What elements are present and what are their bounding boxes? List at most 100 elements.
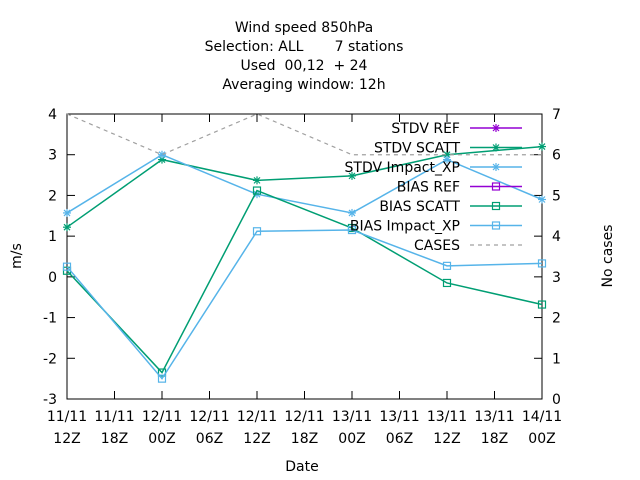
- data-point: [63, 208, 71, 217]
- marker-stroke: [63, 209, 71, 217]
- legend-label: CASES: [414, 238, 460, 254]
- data-point: [63, 223, 71, 232]
- series-line: [66, 113, 542, 156]
- x-tick-label-hour: 12Z: [53, 431, 80, 447]
- y2-tick-label: 5: [552, 188, 561, 204]
- series-line: [66, 189, 543, 374]
- marker-stroke: [158, 156, 166, 164]
- y-tick-label: -1: [43, 311, 57, 327]
- x-tick-label-hour: 12Z: [243, 431, 270, 447]
- series-line: [66, 229, 543, 380]
- legend-entry: STDV SCATT: [374, 141, 522, 157]
- x-tick-label-hour: 00Z: [528, 431, 555, 447]
- marker-stroke: [443, 151, 451, 159]
- x-tick-label-hour: 06Z: [196, 431, 223, 447]
- y2-tick-label: 1: [552, 351, 561, 367]
- legend-entry: STDV Impact_XP: [345, 160, 522, 176]
- data-point: [442, 278, 452, 288]
- y-tick-label: 3: [48, 148, 57, 164]
- x-tick-label-hour: 00Z: [148, 431, 175, 447]
- legend-entry: BIAS SCATT: [379, 199, 522, 215]
- plot-frame: [66, 113, 543, 400]
- series-line: [66, 153, 543, 214]
- x-tick-label-hour: 18Z: [481, 431, 508, 447]
- y2-tick-label: 0: [552, 392, 561, 408]
- marker-stroke: [492, 163, 500, 171]
- data-point: [158, 155, 166, 164]
- marker-stroke: [348, 209, 356, 217]
- x-tick-label-hour: 12Z: [433, 431, 460, 447]
- y-tick-label: -2: [43, 351, 57, 367]
- data-point: [442, 261, 452, 270]
- legend-entry: BIAS REF: [397, 180, 522, 196]
- data-point: [62, 262, 72, 271]
- data-point: [491, 221, 501, 230]
- data-point: [443, 155, 451, 164]
- legend-entry: STDV REF: [391, 121, 522, 137]
- legend-label: STDV SCATT: [374, 141, 460, 157]
- data-point: [537, 259, 547, 268]
- y-tick-label: 2: [48, 188, 57, 204]
- title-line: Selection: ALL 7 stations: [205, 39, 404, 55]
- data-point: [492, 163, 500, 171]
- chart-title: Wind speed 850hPa Selection: ALL 7 statio…: [205, 20, 404, 93]
- data-point: [491, 182, 501, 191]
- x-tick-label-date: 13/11: [332, 409, 372, 425]
- x-tick-label-date: 13/11: [427, 409, 467, 425]
- data-point: [538, 195, 546, 204]
- data-point: [253, 176, 261, 185]
- plot-border: [66, 113, 543, 400]
- y-tick-label: -3: [43, 392, 57, 408]
- y2-axis-label: No cases: [600, 225, 616, 288]
- y-tick-label: 0: [48, 270, 57, 286]
- legend-entry: CASES: [414, 238, 522, 254]
- data-point: [252, 227, 262, 236]
- data-point: [347, 225, 357, 235]
- x-tick-label-date: 11/11: [47, 409, 87, 425]
- marker-stroke: [492, 144, 500, 151]
- title-line: Averaging window: 12h: [222, 77, 385, 93]
- marker-stroke: [443, 156, 451, 164]
- x-tick-label-hour: 18Z: [101, 431, 128, 447]
- x-tick-label-hour: 06Z: [386, 431, 413, 447]
- x-axis-ticks: 11/11 12Z 11/11 18Z 12/11 00Z 12/11 06Z 12/11 12Z…: [47, 114, 562, 447]
- legend-label: BIAS SCATT: [379, 199, 460, 215]
- x-tick-label-hour: 18Z: [291, 431, 318, 447]
- data-point: [252, 186, 262, 195]
- x-tick-label-date: 13/11: [474, 409, 514, 425]
- y2-tick-label: 6: [552, 148, 561, 164]
- marker-stroke: [492, 124, 500, 132]
- series-cases: [66, 113, 542, 156]
- series-stdv-scatt: [63, 142, 546, 232]
- series-bias-impact-xp: [62, 225, 547, 383]
- x-tick-label-hour: 00Z: [338, 431, 365, 447]
- marker-stroke: [348, 172, 356, 180]
- y2-tick-label: 2: [552, 311, 561, 327]
- legend: STDV REF STDV SCATT STDV Impact_XP BIAS REF…: [345, 121, 522, 254]
- marker-stroke: [538, 196, 546, 203]
- y-tick-label: 1: [48, 229, 57, 245]
- data-point: [537, 300, 547, 309]
- data-point: [158, 150, 166, 159]
- legend-label: STDV REF: [391, 121, 460, 137]
- x-tick-label-date: 12/11: [142, 409, 182, 425]
- data-point: [348, 171, 356, 180]
- y2-tick-label: 4: [552, 229, 561, 245]
- marker-stroke: [63, 223, 71, 231]
- x-tick-label-date: 12/11: [189, 409, 229, 425]
- data-point: [492, 143, 500, 152]
- series-stdv-impact-xp: [63, 150, 546, 217]
- y2-axis-ticks: 0 1 2 3 4 5 6 7: [534, 107, 561, 408]
- data-point: [157, 374, 167, 383]
- data-point: [491, 201, 501, 211]
- legend-label: BIAS REF: [397, 180, 460, 196]
- x-tick-label-date: 14/11: [522, 409, 562, 425]
- y-axis-label: m/s: [9, 243, 25, 269]
- data-point: [348, 208, 356, 217]
- legend-label: BIAS Impact_XP: [350, 219, 460, 235]
- series-line: [66, 145, 543, 228]
- x-tick-label-date: 13/11: [379, 409, 419, 425]
- marker-stroke: [158, 151, 166, 159]
- x-axis-label: Date: [285, 459, 318, 475]
